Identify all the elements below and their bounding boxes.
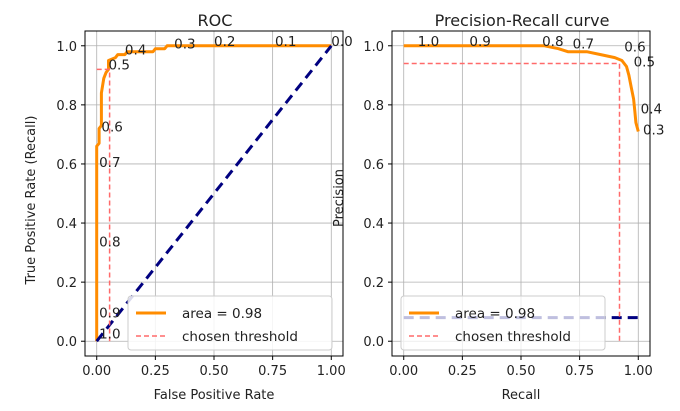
roc-title: ROC (198, 11, 233, 30)
roc-y-tick-label: 0.6 (56, 158, 77, 173)
pr-legend: area = 0.98 chosen threshold (400, 295, 606, 351)
pr-x-tick-label: 1.00 (624, 364, 653, 379)
roc-threshold-annotation: 0.0 (331, 34, 352, 50)
roc-y-tick-label: 1.0 (56, 40, 77, 55)
pr-x-tick-label: 0.75 (565, 364, 594, 379)
pr-series-area-0-98 (403, 44, 640, 132)
roc-legend: area = 0.98 chosen threshold (127, 295, 333, 351)
pr-threshold-annotation: 0.5 (634, 54, 655, 70)
pr-threshold-annotation: 0.4 (641, 102, 662, 118)
roc-x-tick-label: 0.00 (82, 364, 111, 379)
pr-y-tick-label: 1.0 (363, 40, 384, 55)
pr-x-tick-label: 0.50 (507, 364, 536, 379)
roc-threshold-annotation: 0.8 (99, 235, 120, 251)
pr-y-tick-label: 0.2 (363, 276, 384, 291)
pr-threshold-annotation: 0.3 (643, 122, 664, 138)
roc-threshold-annotation: 1.0 (99, 326, 120, 342)
roc-y-axis-label: True Positive Rate (Recall) (24, 116, 39, 286)
pr-threshold-annotation: 0.7 (573, 37, 594, 53)
roc-legend-label-threshold: chosen threshold (182, 329, 298, 345)
pr-threshold-annotation: 1.0 (418, 34, 439, 50)
pr-threshold-annotation: 0.9 (469, 34, 490, 50)
roc-series (95, 44, 333, 343)
pr-panel: Precision-Recall curve 1.0 0.9 0.8 0.7 0.60.… (332, 11, 664, 403)
roc-x-tick-label: 0.75 (258, 364, 287, 379)
pr-y-tick-label: 0.4 (363, 217, 384, 232)
roc-threshold-annotation: 0.3 (174, 37, 195, 53)
roc-legend-box (127, 295, 333, 351)
pr-legend-label-threshold: chosen threshold (455, 329, 571, 345)
roc-panel: ROC 0.00.10.20.30.40.50.60.70.80.91.0 0.… (24, 11, 353, 403)
pr-x-axis-label: Recall (502, 388, 541, 403)
pr-legend-box (400, 295, 606, 351)
pr-x-tick-label: 0.25 (448, 364, 477, 379)
pr-y-tick-label: 0.6 (363, 158, 384, 173)
roc-x-tick-label: 1.00 (317, 364, 346, 379)
roc-x-tick-label: 0.25 (141, 364, 170, 379)
roc-threshold-annotation: 0.6 (101, 119, 122, 135)
roc-annotations: 0.0 0.1 0.2 0.3 0.40.5 0.6 0.7 0.8 0.9 1.0 (99, 34, 353, 343)
roc-legend-label-area: area = 0.98 (182, 306, 262, 322)
pr-y-tick-label: 0.8 (363, 99, 384, 114)
roc-y-tick-label: 0.4 (56, 217, 77, 232)
roc-ticks: 0.00 0.25 0.50 0.75 1.00 0.0 0.2 0.4 0.6 0.8 1.0 (56, 40, 345, 379)
roc-threshold-annotation: 0.1 (275, 34, 296, 50)
roc-x-axis-label: False Positive Rate (154, 388, 275, 403)
roc-series-area-0-98 (95, 44, 332, 342)
roc-y-tick-label: 0.2 (56, 276, 77, 291)
pr-threshold-annotation: 0.8 (542, 34, 563, 50)
roc-y-tick-label: 0.0 (56, 335, 77, 350)
pr-legend-label-area: area = 0.98 (455, 306, 535, 322)
roc-threshold-annotation: 0.2 (214, 34, 235, 50)
roc-x-tick-label: 0.50 (200, 364, 229, 379)
pr-y-tick-label: 0.0 (363, 335, 384, 350)
roc-y-tick-label: 0.8 (56, 99, 77, 114)
pr-x-tick-label: 0.00 (389, 364, 418, 379)
roc-threshold-annotation: 0.5 (108, 57, 129, 73)
roc-threshold-annotation: 0.4 (125, 43, 146, 59)
pr-ticks: 0.00 0.25 0.50 0.75 1.00 0.0 0.2 0.4 0.6 0.8 1.0 (363, 40, 652, 379)
pr-title: Precision-Recall curve (435, 11, 610, 30)
pr-threshold-annotation: 0.6 (624, 40, 645, 56)
roc-threshold-annotation: 0.7 (99, 155, 120, 171)
roc-series-chosen-threshold (96, 68, 111, 342)
pr-y-axis-label: Precision (332, 169, 347, 227)
pr-series-chosen-threshold (403, 62, 621, 342)
roc-threshold-annotation: 0.9 (99, 306, 120, 322)
pr-annotations: 1.0 0.9 0.8 0.7 0.60.5 0.4 0.3 (418, 34, 665, 139)
